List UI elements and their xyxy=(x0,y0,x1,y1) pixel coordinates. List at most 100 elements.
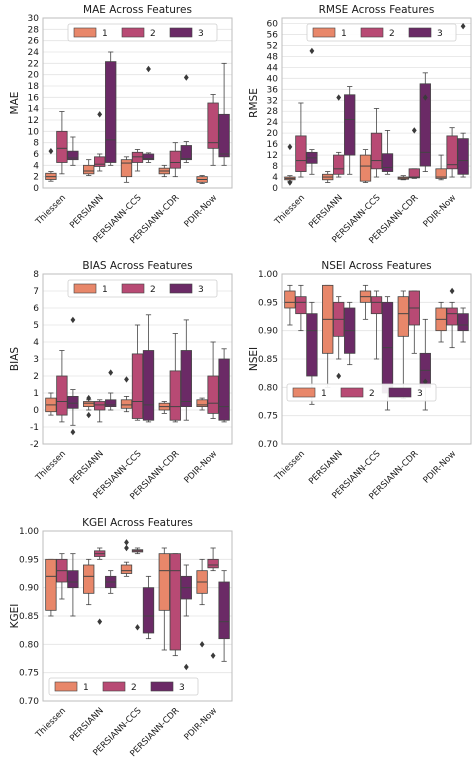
box-thiessen-2 xyxy=(295,284,307,332)
x-tick-label: PERSIANN xyxy=(307,193,345,231)
y-tick-label: 0.95 xyxy=(258,298,278,308)
box-thiessen-2 xyxy=(56,553,68,600)
box-thiessen-2 xyxy=(56,111,68,175)
outlier-point xyxy=(135,624,140,631)
y-tick-label: 0.90 xyxy=(258,327,278,337)
plot-frame xyxy=(42,273,233,445)
outlier-point xyxy=(183,74,189,81)
outlier-point xyxy=(124,376,129,383)
outlier-point xyxy=(336,94,342,101)
box-body xyxy=(333,154,345,175)
y-tick-label: 24 xyxy=(267,118,279,128)
y-tick-label: 2 xyxy=(33,173,39,183)
legend-label: 2 xyxy=(389,29,395,39)
legend-label: 2 xyxy=(369,389,375,399)
outlier-point xyxy=(86,394,92,402)
y-tick-label: 1.00 xyxy=(258,270,278,280)
box-persiann-cdr-2 xyxy=(169,333,181,423)
y-tick-label: 3 xyxy=(33,355,39,365)
panel-nsei: 0.70 0.75 0.80 0.85 0.90 0.95 1.00 NSEI Across … xyxy=(248,260,472,502)
box-persiann-1 xyxy=(83,558,95,606)
legend-label: 1 xyxy=(341,29,347,39)
box-persiann-cdr-1 xyxy=(158,164,170,178)
outlier-point xyxy=(70,316,76,324)
box-pdir-now-3 xyxy=(218,348,230,423)
legend-swatch xyxy=(169,27,193,38)
y-axis-label: NSEI xyxy=(248,347,260,371)
legend: 1 2 3 xyxy=(48,677,199,696)
box-body xyxy=(344,94,356,156)
legend-swatch xyxy=(102,681,126,692)
box-pdir-now-1 xyxy=(435,154,447,181)
plot-frame xyxy=(42,17,233,189)
legend-swatch xyxy=(121,27,145,38)
legend: 1 2 3 xyxy=(67,279,218,298)
outlier-point xyxy=(336,372,342,380)
box-body xyxy=(359,154,372,182)
box-body xyxy=(67,570,79,589)
legend: 1 2 3 xyxy=(286,383,437,402)
box-body xyxy=(207,558,219,569)
legend-swatch xyxy=(150,681,174,692)
y-tick-label: -2 xyxy=(30,440,39,450)
box-persiann-cdr-1 xyxy=(158,401,170,414)
box-body xyxy=(218,581,230,640)
y-tick-label: 16 xyxy=(28,93,40,103)
box-persiann-ccs-1 xyxy=(359,284,372,320)
y-tick-label: 7 xyxy=(33,287,39,297)
panel-title: RMSE Across Features xyxy=(319,4,435,16)
y-tick-label: 0.90 xyxy=(19,584,39,594)
y-tick-label: 56 xyxy=(267,30,279,40)
box-body xyxy=(295,135,307,172)
y-tick-label: 4 xyxy=(272,173,278,183)
box-persiann-ccs-3 xyxy=(142,65,155,163)
y-tick-label: 0 xyxy=(33,406,39,416)
box-thiessen-3 xyxy=(306,47,318,175)
box-body xyxy=(142,587,155,634)
box-persiann-cdr-2 xyxy=(169,142,181,178)
x-tick-label: Thiessen xyxy=(33,193,68,228)
box-persiann-ccs-3 xyxy=(142,575,155,640)
y-tick-label: 26 xyxy=(28,37,40,47)
legend-swatch xyxy=(292,387,316,398)
box-thiessen-1 xyxy=(45,392,57,416)
plot-frame xyxy=(281,17,472,189)
y-tick-label: 1 xyxy=(33,389,39,399)
box-persiann-ccs-2 xyxy=(131,324,144,421)
legend-swatch xyxy=(169,283,193,294)
box-persiann-1 xyxy=(83,394,95,419)
box-body xyxy=(67,150,79,161)
panel-bias: -2 -1 0 1 2 3 4 5 6 7 8 BIAS Across Features BIAS Thi… xyxy=(9,260,233,502)
box-persiann-cdr-2 xyxy=(408,127,420,179)
box-body xyxy=(83,401,95,407)
box-thiessen-1 xyxy=(284,284,296,326)
box-body xyxy=(45,558,57,611)
box-persiann-2 xyxy=(333,94,345,178)
y-tick-label: 20 xyxy=(267,129,279,139)
box-pdir-now-1 xyxy=(196,558,208,648)
legend-label: 3 xyxy=(437,29,443,39)
x-tick-label: PDIR-Now xyxy=(183,449,220,486)
box-pdir-now-1 xyxy=(435,301,447,343)
box-persiann-cdr-1 xyxy=(158,547,170,651)
y-tick-label: 0.75 xyxy=(258,412,278,422)
y-tick-label: 8 xyxy=(33,139,39,149)
panel-kgei: 0.70 0.75 0.80 0.85 0.90 0.95 1.00 KGEI Across … xyxy=(9,517,233,759)
y-tick-label: 10 xyxy=(28,127,40,137)
box-pdir-now-2 xyxy=(446,287,458,349)
outlier-point xyxy=(183,663,189,671)
box-persiann-cdr-2 xyxy=(408,290,420,354)
legend-swatch xyxy=(408,27,432,38)
legend-swatch xyxy=(360,27,384,38)
box-pdir-now-1 xyxy=(196,175,208,184)
box-body xyxy=(419,83,431,167)
y-tick-label: 4 xyxy=(33,338,39,348)
outlier-point xyxy=(124,539,129,546)
box-pdir-now-2 xyxy=(207,94,219,166)
y-tick-label: 0.80 xyxy=(258,383,278,393)
x-tick-label: PERSIANN xyxy=(68,706,106,744)
box-body xyxy=(218,113,230,158)
box-body xyxy=(94,156,106,167)
box-thiessen-3 xyxy=(67,136,79,166)
legend-swatch xyxy=(121,283,145,294)
